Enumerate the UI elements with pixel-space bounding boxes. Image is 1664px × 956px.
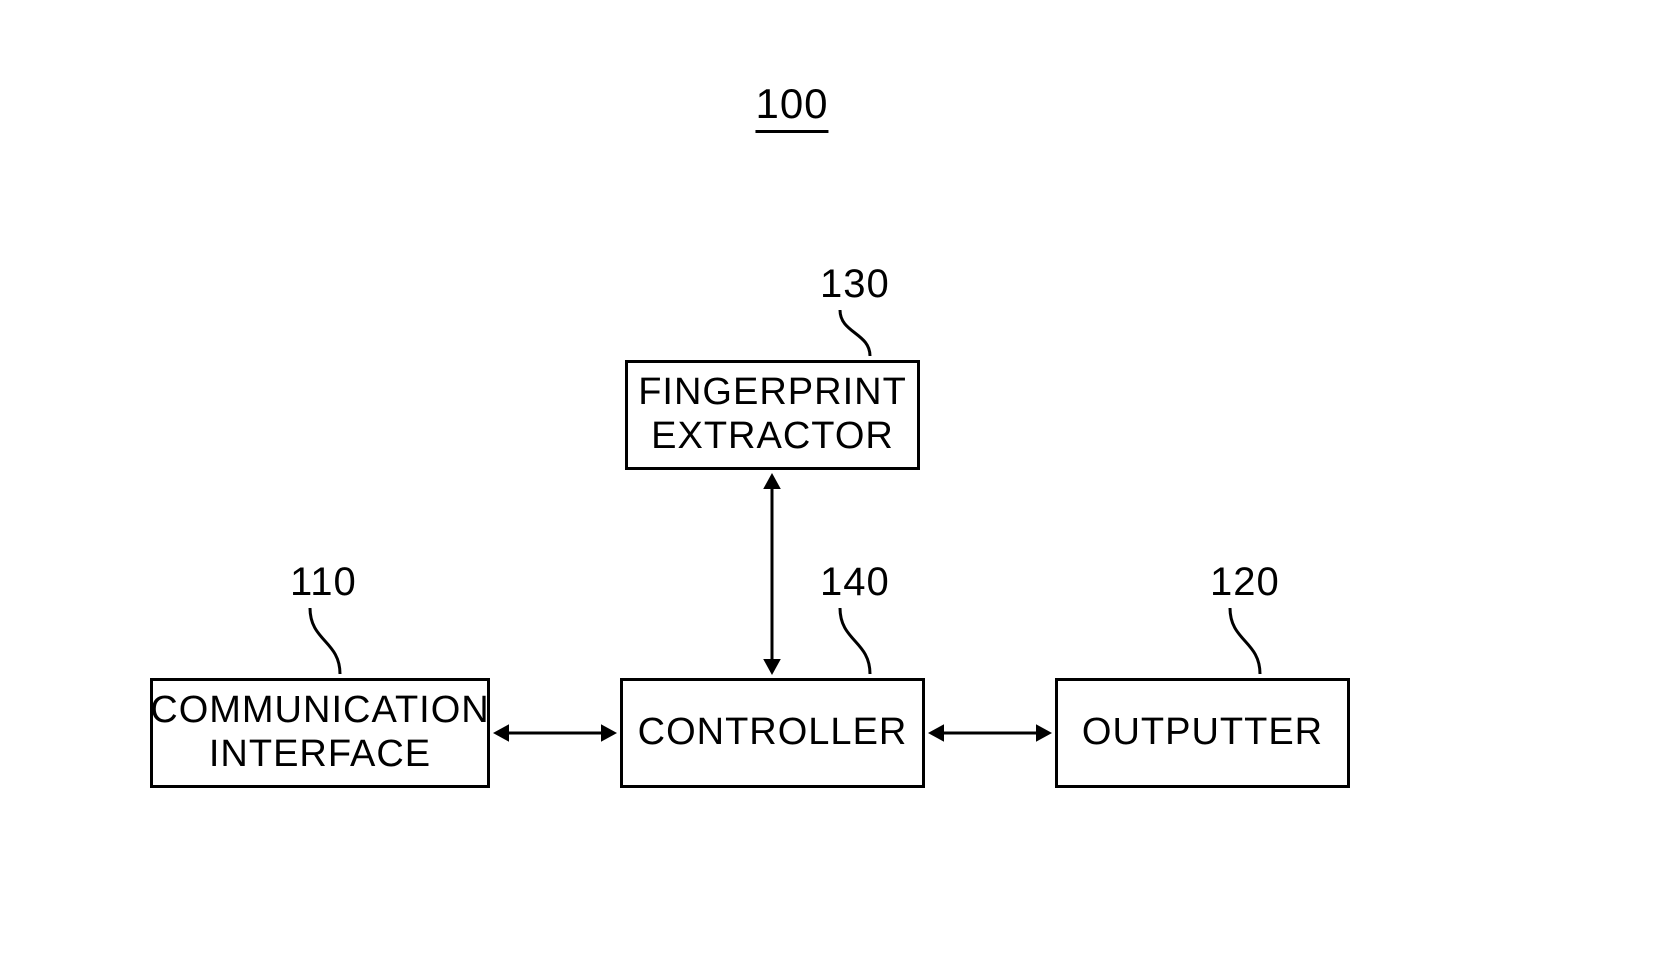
block-ctrl: CONTROLLER xyxy=(620,678,925,788)
ref-label-ctrl: 140 xyxy=(820,560,890,605)
block-fp: FINGERPRINTEXTRACTOR xyxy=(625,360,920,470)
ref-label-comm: 110 xyxy=(290,560,357,605)
diagram-canvas: 100 COMMUNICATIONINTERFACE110FINGERPRINT… xyxy=(0,0,1664,956)
block-label: FINGERPRINTEXTRACTOR xyxy=(638,371,907,458)
block-label: OUTPUTTER xyxy=(1082,711,1323,755)
block-comm: COMMUNICATIONINTERFACE xyxy=(150,678,490,788)
block-out: OUTPUTTER xyxy=(1055,678,1350,788)
ref-label-fp: 130 xyxy=(820,262,890,307)
connector-layer xyxy=(0,0,1664,956)
ref-label-out: 120 xyxy=(1210,560,1280,605)
block-label: COMMUNICATIONINTERFACE xyxy=(150,689,490,776)
block-label: CONTROLLER xyxy=(638,711,908,755)
